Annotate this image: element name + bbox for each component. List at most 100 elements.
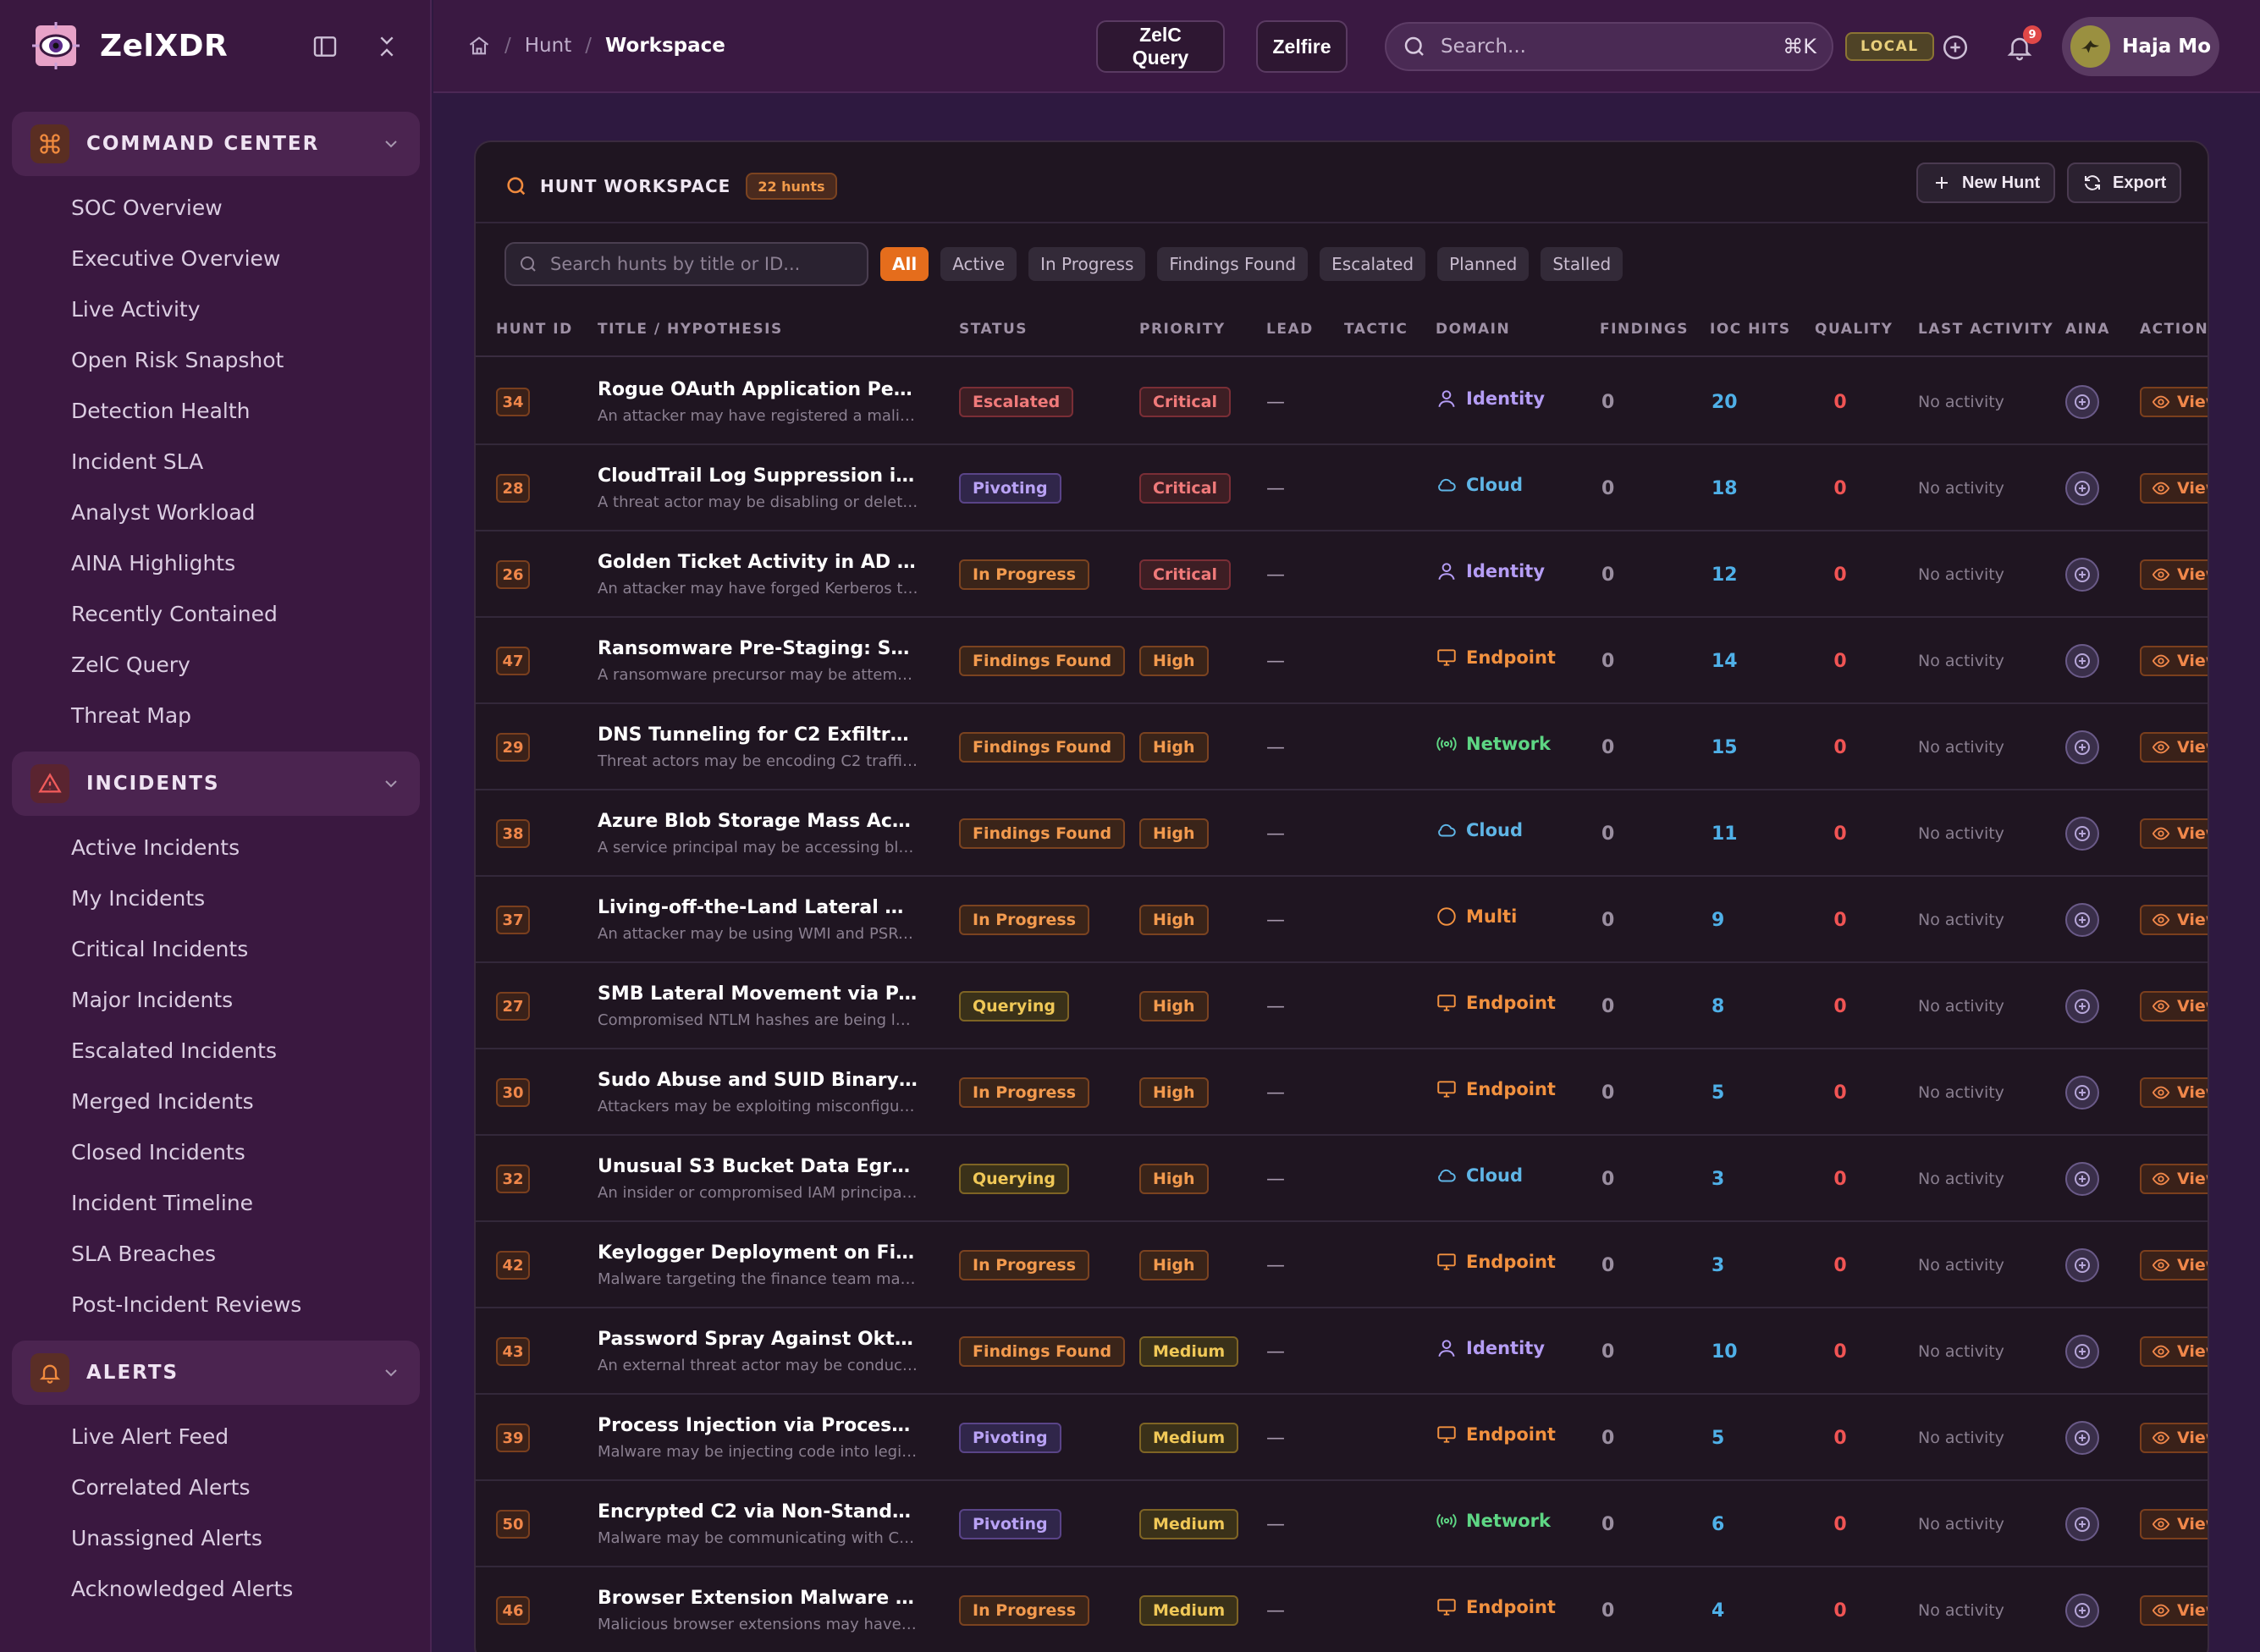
- new-hunt-button[interactable]: New Hunt: [1916, 162, 2056, 203]
- view-button[interactable]: View: [2140, 1250, 2208, 1280]
- sidebar-item-incident-sla[interactable]: Incident SLA: [71, 449, 204, 474]
- filter-chip-findings-found[interactable]: Findings Found: [1157, 247, 1309, 281]
- hunt-search[interactable]: [504, 242, 868, 286]
- notifications-button[interactable]: 9: [2001, 25, 2042, 66]
- column-actions[interactable]: ACTIONS: [2140, 321, 2209, 338]
- hunt-title[interactable]: Process Injection via Process Hollow...: [598, 1415, 919, 1436]
- column-findings[interactable]: FINDINGS: [1600, 321, 1689, 338]
- sidebar-nav[interactable]: COMMAND CENTER SOC Overview Executive Ov…: [0, 102, 432, 1652]
- column-priority[interactable]: PRIORITY: [1139, 321, 1226, 338]
- table-row[interactable]: 26 Golden Ticket Activity in AD Kerberos…: [476, 531, 2208, 618]
- sidebar-item-aina-highlights[interactable]: AINA Highlights: [71, 551, 236, 575]
- breadcrumb-hunt[interactable]: Hunt: [524, 35, 572, 57]
- filter-chip-active[interactable]: Active: [940, 247, 1017, 281]
- sidebar-item-closed-incidents[interactable]: Closed Incidents: [71, 1140, 245, 1165]
- sidebar-item-zelc-query[interactable]: ZelC Query: [71, 653, 190, 677]
- table-row[interactable]: 27 SMB Lateral Movement via Pass-the-...…: [476, 963, 2208, 1049]
- sidebar-item-executive-overview[interactable]: Executive Overview: [71, 246, 281, 271]
- hunt-title[interactable]: Golden Ticket Activity in AD Kerberos: [598, 552, 919, 573]
- sidebar-item-post-incident-reviews[interactable]: Post-Incident Reviews: [71, 1292, 302, 1317]
- sidebar-item-active-incidents[interactable]: Active Incidents: [71, 835, 240, 860]
- view-button[interactable]: View: [2140, 1164, 2208, 1194]
- aina-button[interactable]: [2065, 385, 2099, 419]
- hunt-title[interactable]: Ransomware Pre-Staging: Shadow C...: [598, 638, 919, 659]
- aina-button[interactable]: [2065, 558, 2099, 592]
- sidebar-item-threat-map[interactable]: Threat Map: [71, 703, 192, 728]
- aina-button[interactable]: [2065, 1162, 2099, 1196]
- sidebar-item-acknowledged-alerts[interactable]: Acknowledged Alerts: [71, 1577, 294, 1601]
- aina-button[interactable]: [2065, 1421, 2099, 1455]
- sidebar-toggle-button[interactable]: [307, 29, 343, 64]
- table-row[interactable]: 47 Ransomware Pre-Staging: Shadow C... A…: [476, 618, 2208, 704]
- aina-button[interactable]: [2065, 1594, 2099, 1627]
- view-button[interactable]: View: [2140, 1336, 2208, 1367]
- view-button[interactable]: View: [2140, 818, 2208, 849]
- filter-chip-stalled[interactable]: Stalled: [1541, 247, 1623, 281]
- hunt-title[interactable]: Keylogger Deployment on Finance W...: [598, 1242, 919, 1264]
- view-button[interactable]: View: [2140, 387, 2208, 417]
- view-button[interactable]: View: [2140, 905, 2208, 935]
- hunt-title[interactable]: CloudTrail Log Suppression in AWS: [598, 465, 919, 487]
- add-button[interactable]: [1937, 29, 1974, 66]
- sidebar-item-critical-incidents[interactable]: Critical Incidents: [71, 937, 249, 961]
- sidebar-item-correlated-alerts[interactable]: Correlated Alerts: [71, 1475, 251, 1500]
- sidebar-item-live-activity[interactable]: Live Activity: [71, 297, 201, 322]
- view-button[interactable]: View: [2140, 732, 2208, 763]
- table-row[interactable]: 34 Rogue OAuth Application Persistent ..…: [476, 359, 2208, 445]
- sidebar-item-my-incidents[interactable]: My Incidents: [71, 886, 206, 911]
- sidebar-item-detection-health[interactable]: Detection Health: [71, 399, 251, 423]
- sidebar-item-open-risk-snapshot[interactable]: Open Risk Snapshot: [71, 348, 284, 372]
- table-row[interactable]: 38 Azure Blob Storage Mass Access by S..…: [476, 790, 2208, 877]
- sidebar-item-incident-timeline[interactable]: Incident Timeline: [71, 1191, 254, 1215]
- table-row[interactable]: 46 Browser Extension Malware for Cred...…: [476, 1567, 2208, 1652]
- sidebar-item-recently-contained[interactable]: Recently Contained: [71, 602, 278, 626]
- sidebar-item-sla-breaches[interactable]: SLA Breaches: [71, 1242, 216, 1266]
- aina-button[interactable]: [2065, 1248, 2099, 1282]
- aina-button[interactable]: [2065, 989, 2099, 1023]
- export-button[interactable]: Export: [2067, 162, 2182, 203]
- table-row[interactable]: 29 DNS Tunneling for C2 Exfiltration Thr…: [476, 704, 2208, 790]
- aina-button[interactable]: [2065, 817, 2099, 851]
- sidebar-item-escalated-incidents[interactable]: Escalated Incidents: [71, 1038, 277, 1063]
- filter-chip-all[interactable]: All: [880, 247, 929, 281]
- filter-chip-in-progress[interactable]: In Progress: [1028, 247, 1146, 281]
- zelfire-button[interactable]: Zelfire: [1256, 20, 1348, 73]
- user-menu[interactable]: Haja Mo: [2062, 17, 2219, 76]
- aina-button[interactable]: [2065, 1076, 2099, 1110]
- column-title[interactable]: TITLE / HYPOTHESIS: [598, 321, 783, 338]
- brand[interactable]: ZelXDR: [29, 19, 228, 73]
- aina-button[interactable]: [2065, 730, 2099, 764]
- column-lead[interactable]: LEAD: [1266, 321, 1314, 338]
- hunt-title[interactable]: Browser Extension Malware for Cred...: [598, 1588, 919, 1609]
- column-quality[interactable]: QUALITY: [1815, 321, 1893, 338]
- hunt-title[interactable]: Unusual S3 Bucket Data Egress to Ex...: [598, 1156, 919, 1177]
- view-button[interactable]: View: [2140, 1077, 2208, 1108]
- global-search[interactable]: ⌘K: [1385, 22, 1833, 71]
- section-command-center[interactable]: COMMAND CENTER: [12, 112, 420, 176]
- aina-button[interactable]: [2065, 903, 2099, 937]
- hunt-search-input[interactable]: [550, 254, 855, 274]
- aina-button[interactable]: [2065, 644, 2099, 678]
- home-icon[interactable]: [467, 34, 491, 58]
- hunt-title[interactable]: DNS Tunneling for C2 Exfiltration: [598, 724, 919, 746]
- hunt-title[interactable]: Sudo Abuse and SUID Binary Exploit...: [598, 1070, 919, 1091]
- column-tactic[interactable]: TACTIC: [1344, 321, 1408, 338]
- column-last-activity[interactable]: LAST ACTIVITY: [1918, 321, 2054, 338]
- sidebar-item-major-incidents[interactable]: Major Incidents: [71, 988, 234, 1012]
- view-button[interactable]: View: [2140, 1509, 2208, 1539]
- aina-button[interactable]: [2065, 471, 2099, 505]
- table-row[interactable]: 50 Encrypted C2 via Non-Standard TLS ...…: [476, 1481, 2208, 1567]
- global-search-input[interactable]: [1441, 36, 1783, 58]
- table-row[interactable]: 39 Process Injection via Process Hollow.…: [476, 1395, 2208, 1481]
- table-row[interactable]: 32 Unusual S3 Bucket Data Egress to Ex..…: [476, 1136, 2208, 1222]
- view-button[interactable]: View: [2140, 991, 2208, 1021]
- zelc-query-button[interactable]: ZelC Query: [1096, 20, 1225, 73]
- sidebar-item-live-alert-feed[interactable]: Live Alert Feed: [71, 1424, 229, 1449]
- hunt-title[interactable]: Living-off-the-Land Lateral Moveme...: [598, 897, 919, 918]
- table-row[interactable]: 43 Password Spray Against Okta and Az...…: [476, 1308, 2208, 1395]
- hunt-title[interactable]: Encrypted C2 via Non-Standard TLS ...: [598, 1501, 919, 1523]
- filter-chip-escalated[interactable]: Escalated: [1320, 247, 1426, 281]
- column-hunt-id[interactable]: HUNT ID: [496, 321, 573, 338]
- hunt-title[interactable]: Password Spray Against Okta and Az...: [598, 1329, 919, 1350]
- sidebar-item-merged-incidents[interactable]: Merged Incidents: [71, 1089, 254, 1114]
